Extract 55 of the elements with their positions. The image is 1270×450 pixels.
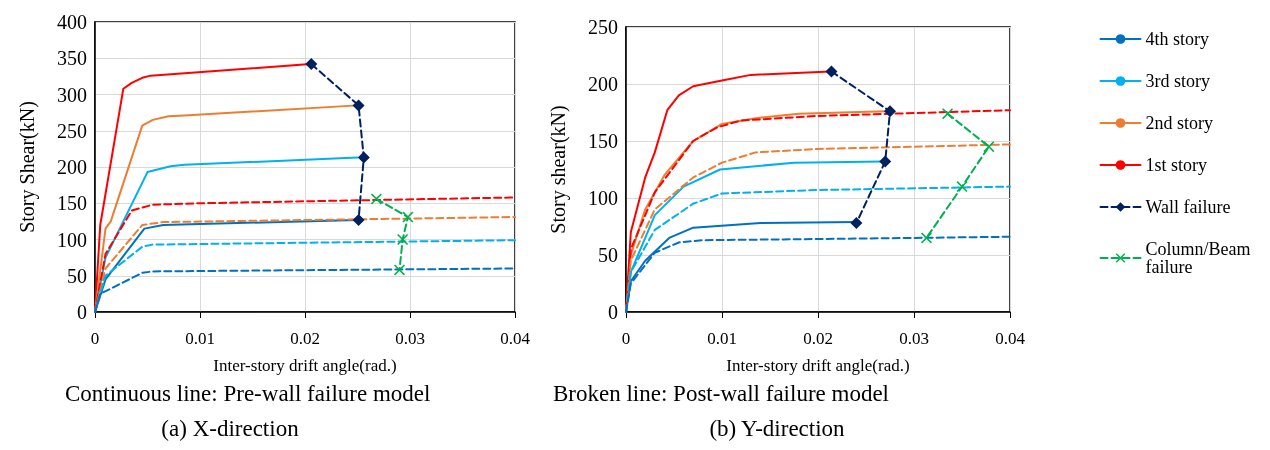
x-tick-label: 0.02 [290,329,320,348]
legend-label: 3rd story [1145,71,1211,91]
point [394,264,405,276]
y-tick-label: 50 [598,244,618,266]
point [884,105,896,118]
legend-label: 4th story [1145,29,1210,49]
y-tick-label: 250 [588,16,618,38]
legend-label: 1st story [1145,155,1208,175]
x-tick-label: 0.04 [995,329,1026,348]
x-tick-label: 0 [90,329,100,348]
y-tick-label: 150 [588,130,618,152]
point [352,99,365,112]
point [402,211,414,223]
y-tick-label: 50 [67,264,87,287]
text: Broken line: Post-wall failure model [553,381,889,406]
point [397,234,409,245]
point [352,213,365,226]
point [956,181,968,193]
x-tick-label: 0.01 [185,329,215,348]
legend-label: Column/Beam failure [1145,239,1256,277]
y-tick-label: 100 [57,228,87,251]
y-axis-title: Story shear(kN) [547,105,570,234]
point [305,58,318,71]
x-axis-title: Inter-story drift angle(rad.) [726,356,910,375]
x-tick-label: 0.03 [899,329,929,348]
y-tick-label: 250 [57,119,87,142]
y-tick-label: 150 [57,192,87,215]
x-tick-label: 0 [621,329,631,348]
y-tick-label: 200 [57,156,87,178]
point [920,232,932,244]
text: (a) X-direction [161,416,300,441]
y-axis-title: Story Shear(kN) [16,101,39,233]
point [879,155,892,168]
x-tick-label: 0.01 [707,329,737,348]
text: (b) Y-direction [709,416,846,441]
point [357,151,370,164]
x-axis-title: Inter-story drift angle(rad.) [213,356,397,375]
x-tick-label: 0.04 [500,329,531,348]
point [370,193,382,205]
y-tick-label: 400 [57,11,87,33]
x-tick-label: 0.02 [803,329,833,348]
legend-label: 2nd story [1145,113,1214,133]
point [983,141,995,153]
y-tick-label: 300 [57,83,87,106]
x-tick-label: 0.03 [395,329,425,348]
y-tick-label: 0 [608,301,618,323]
point [850,217,863,230]
point [942,108,954,120]
text: Continuous line: Pre-wall failure model [65,381,431,406]
point [825,65,838,78]
y-tick-label: 350 [57,47,87,70]
legend-label: Wall failure [1145,197,1231,217]
y-tick-label: 200 [588,73,618,95]
y-tick-label: 100 [588,187,618,209]
y-tick-label: 0 [77,301,87,323]
